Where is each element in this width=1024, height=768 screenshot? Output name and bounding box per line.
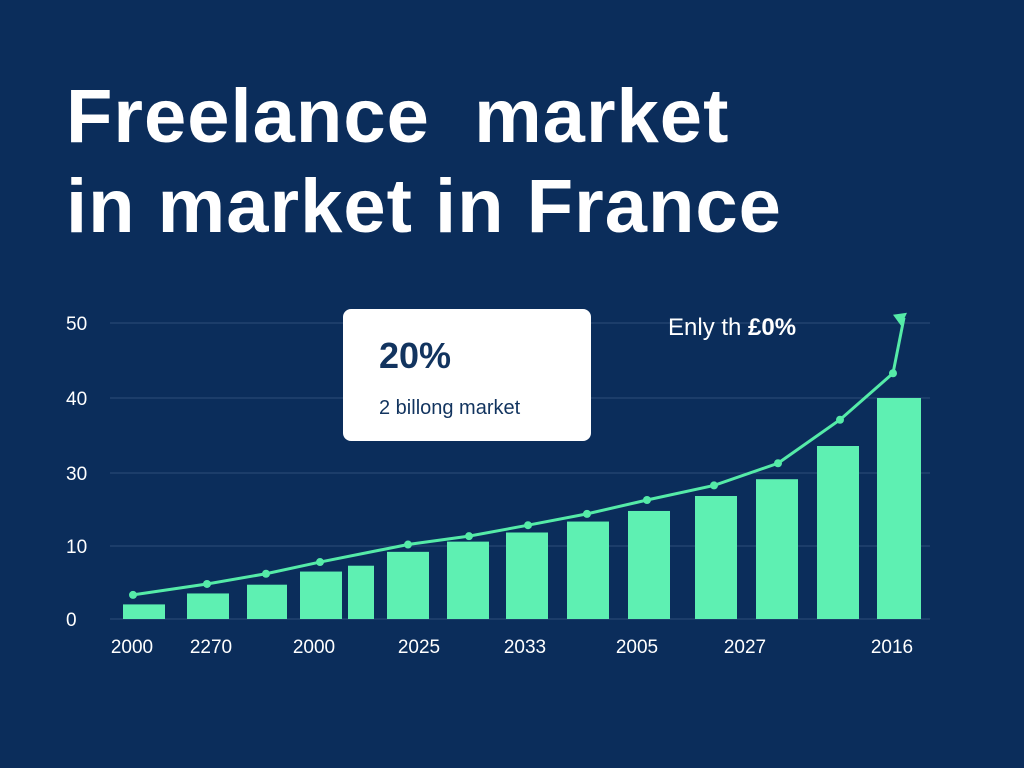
trend-point <box>129 590 137 599</box>
bar <box>300 571 342 619</box>
x-tick-label: 2027 <box>724 637 766 658</box>
trend-point <box>774 459 782 468</box>
trend-point <box>583 509 591 518</box>
y-tick-label: 50 <box>66 314 87 335</box>
x-axis-ticks: 2000 2270 2000 2025 2033 2005 2027 2016 <box>111 637 913 658</box>
bar <box>695 495 737 619</box>
chart-title: Freelance market in market in France <box>66 72 782 252</box>
bar <box>877 398 921 619</box>
bar <box>187 593 229 619</box>
bar <box>387 551 429 619</box>
bar <box>123 604 165 619</box>
trend-annotation: Enly th £0% <box>668 314 796 342</box>
trend-point <box>710 481 718 490</box>
y-tick-label: 10 <box>66 537 87 558</box>
bar <box>247 584 287 619</box>
annotation-value: £0% <box>748 314 797 341</box>
trend-point <box>404 540 412 549</box>
trend-point <box>316 558 324 567</box>
callout-value: 20% <box>379 335 452 376</box>
bar <box>567 521 609 619</box>
trend-point <box>643 496 651 505</box>
x-tick-label: 2016 <box>871 637 913 658</box>
x-tick-label: 2033 <box>504 637 546 658</box>
x-tick-label: 2000 <box>111 637 153 658</box>
trend-point <box>465 532 473 541</box>
annotation-prefix: Enly th <box>668 314 749 341</box>
x-tick-label: 2025 <box>398 637 440 658</box>
trend-point <box>524 521 532 530</box>
bar <box>506 532 548 619</box>
trend-point <box>203 579 211 588</box>
callout-label: 2 billong market <box>379 397 521 419</box>
y-tick-label: 0 <box>66 610 77 631</box>
callout-card: 20% 2 billong market <box>343 309 591 441</box>
bar <box>817 446 859 619</box>
trend-point <box>262 569 270 578</box>
trend-arrowhead <box>893 312 907 326</box>
y-tick-label: 30 <box>66 464 87 485</box>
bar <box>628 510 670 619</box>
title-line-2: in market in France <box>66 164 782 249</box>
y-axis-ticks: 0 10 30 40 50 <box>66 314 87 631</box>
trend-point <box>836 415 844 424</box>
bar <box>348 565 374 619</box>
x-tick-label: 2005 <box>616 637 658 658</box>
title-line-1: Freelance market <box>66 74 730 159</box>
bar <box>756 479 798 619</box>
trend-line <box>132 317 906 597</box>
trend-point <box>889 369 897 378</box>
x-tick-label: 2270 <box>190 637 232 658</box>
bar <box>447 541 489 619</box>
y-tick-label: 40 <box>66 389 87 410</box>
x-tick-label: 2000 <box>293 637 335 658</box>
bars <box>123 398 921 619</box>
trend-line-group <box>129 312 907 599</box>
